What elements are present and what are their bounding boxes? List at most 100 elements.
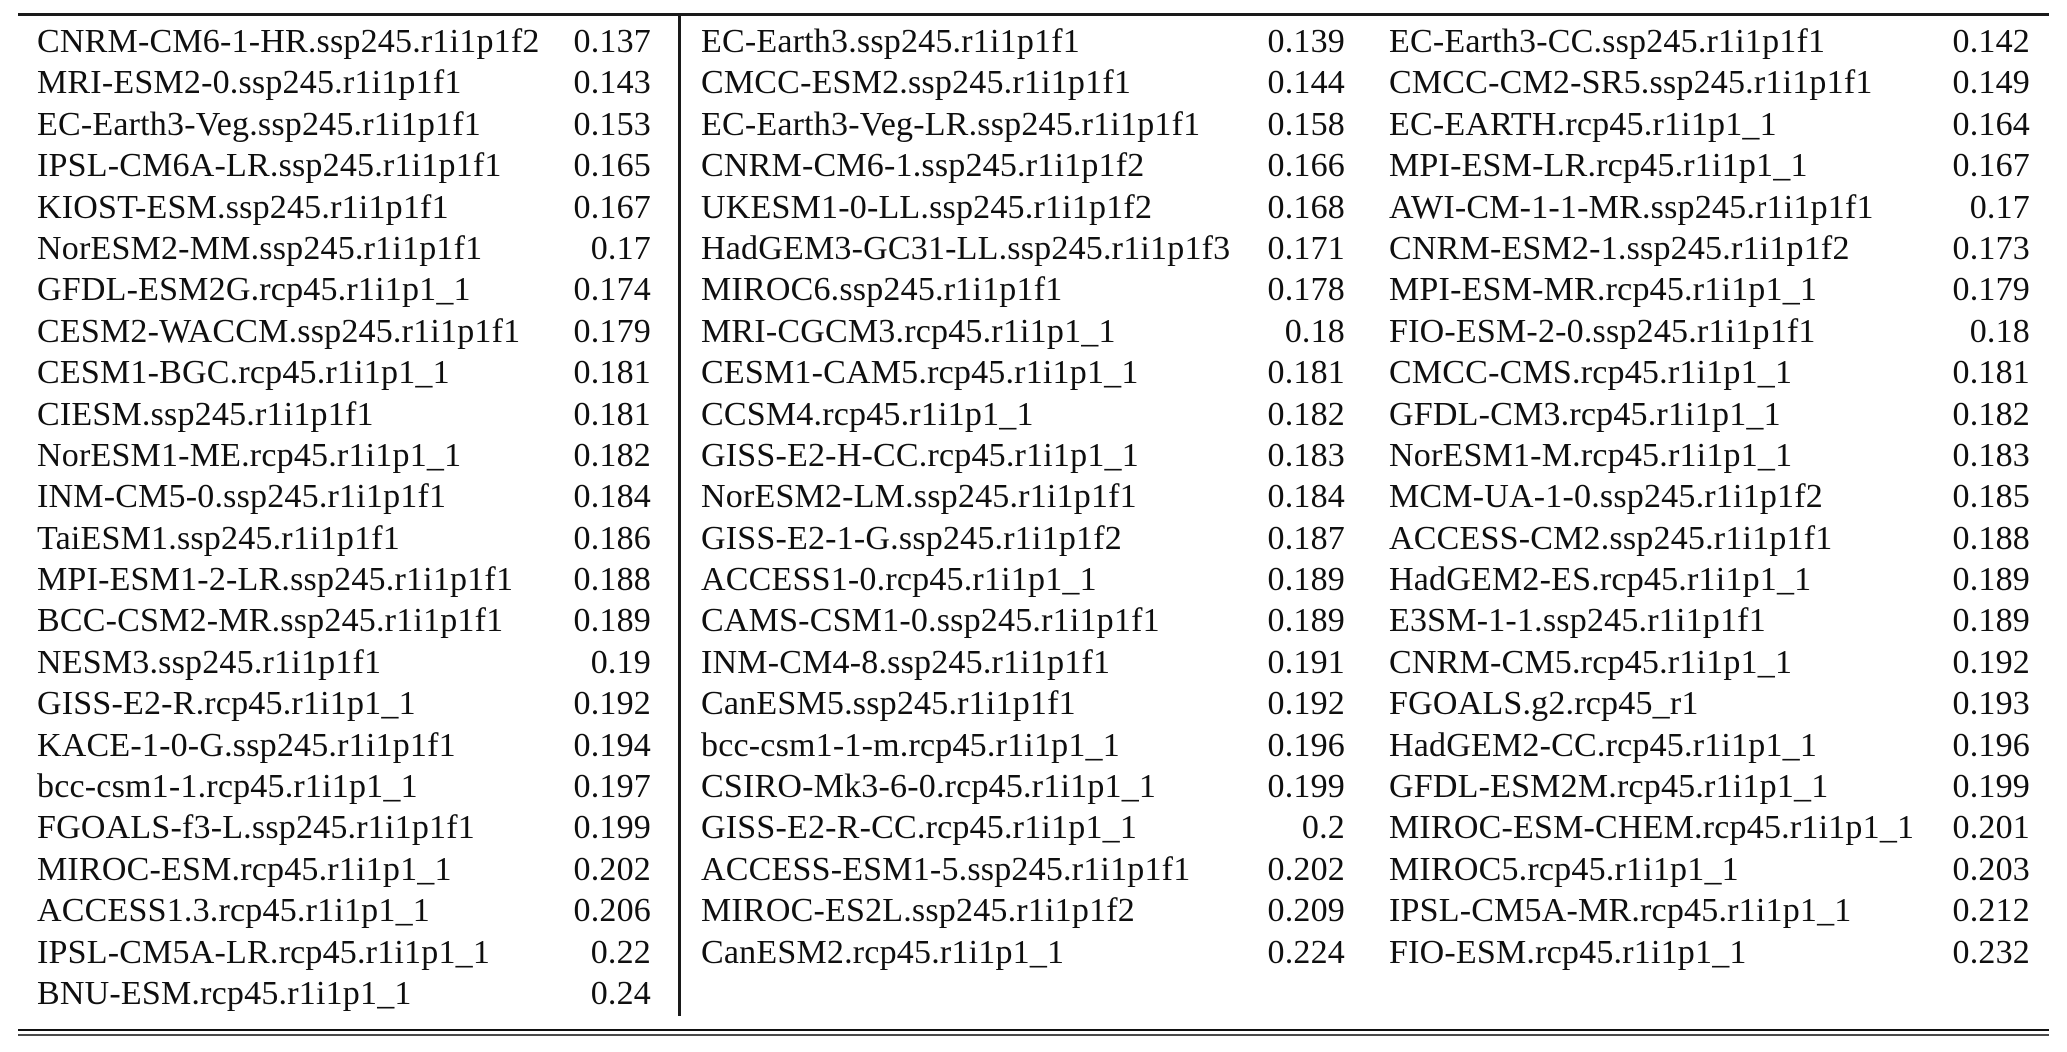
table-row: INM-CM5-0.ssp245.r1i1p1f1 0.184 <box>37 476 651 517</box>
model-id-cell: EC-Earth3.ssp245.r1i1p1f1 <box>701 23 1080 60</box>
table-row: CMCC-CM2-SR5.ssp245.r1i1p1f1 0.149 <box>1389 62 2030 103</box>
metric-value-cell: 0.185 <box>1952 478 2030 516</box>
table-row: MPI-ESM-LR.rcp45.r1i1p1_1 0.167 <box>1389 145 2030 186</box>
table-row: CSIRO-Mk3-6-0.rcp45.r1i1p1_1 0.199 <box>701 766 1345 807</box>
metric-value-cell: 0.224 <box>1267 933 1345 971</box>
metric-value-cell: 0.192 <box>1267 685 1345 723</box>
table-row: NorESM2-LM.ssp245.r1i1p1f1 0.184 <box>701 476 1345 517</box>
table-row: GISS-E2-H-CC.rcp45.r1i1p1_1 0.183 <box>701 435 1345 476</box>
metric-value-cell: 0.192 <box>573 685 651 723</box>
metric-value-cell: 0.199 <box>573 809 651 847</box>
model-id-cell: EC-EARTH.rcp45.r1i1p1_1 <box>1389 105 1777 143</box>
model-id-cell: ACCESS-CM2.ssp245.r1i1p1f1 <box>1389 519 1833 557</box>
metric-value-cell: 0.186 <box>573 519 651 557</box>
metric-value-cell: 0.181 <box>1952 354 2030 392</box>
table-row: MIROC-ES2L.ssp245.r1i1p1f2 0.209 <box>701 890 1345 931</box>
table-row: CNRM-ESM2-1.ssp245.r1i1p1f2 0.173 <box>1389 228 2030 269</box>
model-column-2: EC-Earth3.ssp245.r1i1p1f1 0.139 CMCC-ESM2.… <box>701 21 1345 973</box>
metric-value-cell: 0.144 <box>1267 64 1345 102</box>
table-row: EC-Earth3-CC.ssp245.r1i1p1f1 0.142 <box>1389 21 2030 62</box>
table-row: NorESM1-ME.rcp45.r1i1p1_1 0.182 <box>37 435 651 476</box>
model-id-cell: bcc-csm1-1.rcp45.r1i1p1_1 <box>37 768 418 806</box>
model-id-cell: HadGEM3-GC31-LL.ssp245.r1i1p1f3 <box>701 229 1231 267</box>
model-id-cell: CMCC-ESM2.ssp245.r1i1p1f1 <box>701 64 1132 102</box>
table-row: NorESM1-M.rcp45.r1i1p1_1 0.183 <box>1389 435 2030 476</box>
model-id-cell: GISS-E2-R.rcp45.r1i1p1_1 <box>37 685 416 723</box>
table-row: GFDL-ESM2G.rcp45.r1i1p1_1 0.174 <box>37 269 651 310</box>
table-bottom-rule-secondary <box>18 1034 2049 1036</box>
table-row: MRI-ESM2-0.ssp245.r1i1p1f1 0.143 <box>37 62 651 103</box>
metric-value-cell: 0.183 <box>1952 436 2030 474</box>
metric-value-cell: 0.209 <box>1267 892 1345 930</box>
model-id-cell: bcc-csm1-1-m.rcp45.r1i1p1_1 <box>701 726 1120 764</box>
table-row: CNRM-CM6-1-HR.ssp245.r1i1p1f2 0.137 <box>37 21 651 62</box>
metric-value-cell: 0.183 <box>1267 436 1345 474</box>
table-row: FGOALS.g2.rcp45_r1 0.193 <box>1389 683 2030 724</box>
metric-value-cell: 0.137 <box>573 23 651 60</box>
model-id-cell: EC-Earth3-Veg-LR.ssp245.r1i1p1f1 <box>701 105 1201 143</box>
metric-value-cell: 0.189 <box>573 602 651 640</box>
model-id-cell: MIROC-ESM.rcp45.r1i1p1_1 <box>37 850 452 888</box>
metric-value-cell: 0.194 <box>573 726 651 764</box>
table-row: HadGEM2-CC.rcp45.r1i1p1_1 0.196 <box>1389 725 2030 766</box>
table-row: MCM-UA-1-0.ssp245.r1i1p1f2 0.185 <box>1389 476 2030 517</box>
metric-value-cell: 0.206 <box>573 892 651 930</box>
model-id-cell: INM-CM5-0.ssp245.r1i1p1f1 <box>37 478 447 516</box>
metric-value-cell: 0.182 <box>1952 395 2030 433</box>
model-id-cell: CanESM5.ssp245.r1i1p1f1 <box>701 685 1076 723</box>
model-id-cell: MPI-ESM1-2-LR.ssp245.r1i1p1f1 <box>37 561 514 599</box>
metric-value-cell: 0.189 <box>1952 561 2030 599</box>
model-id-cell: IPSL-CM6A-LR.ssp245.r1i1p1f1 <box>37 147 502 185</box>
model-id-cell: FIO-ESM.rcp45.r1i1p1_1 <box>1389 933 1747 971</box>
metric-value-cell: 0.184 <box>1267 478 1345 516</box>
table-row: CMCC-ESM2.ssp245.r1i1p1f1 0.144 <box>701 62 1345 103</box>
table-row: GFDL-CM3.rcp45.r1i1p1_1 0.182 <box>1389 394 2030 435</box>
table-row: HadGEM2-ES.rcp45.r1i1p1_1 0.189 <box>1389 559 2030 600</box>
model-column-1: CNRM-CM6-1-HR.ssp245.r1i1p1f2 0.137 MRI-ES… <box>37 21 651 1014</box>
model-id-cell: FGOALS-f3-L.ssp245.r1i1p1f1 <box>37 809 475 847</box>
model-id-cell: BNU-ESM.rcp45.r1i1p1_1 <box>37 974 412 1012</box>
metric-value-cell: 0.174 <box>573 271 651 309</box>
metric-value-cell: 0.182 <box>1267 395 1345 433</box>
metric-value-cell: 0.203 <box>1952 850 2030 888</box>
column-divider <box>678 16 681 1016</box>
table-row: INM-CM4-8.ssp245.r1i1p1f1 0.191 <box>701 642 1345 683</box>
model-id-cell: GISS-E2-H-CC.rcp45.r1i1p1_1 <box>701 436 1139 474</box>
table-row: GISS-E2-R-CC.rcp45.r1i1p1_1 0.2 <box>701 807 1345 848</box>
model-id-cell: CSIRO-Mk3-6-0.rcp45.r1i1p1_1 <box>701 768 1157 806</box>
table-row: IPSL-CM5A-MR.rcp45.r1i1p1_1 0.212 <box>1389 890 2030 931</box>
model-id-cell: NorESM2-LM.ssp245.r1i1p1f1 <box>701 478 1137 516</box>
metric-value-cell: 0.193 <box>1952 685 2030 723</box>
metric-value-cell: 0.153 <box>573 105 651 143</box>
metric-value-cell: 0.199 <box>1267 768 1345 806</box>
model-id-cell: KIOST-ESM.ssp245.r1i1p1f1 <box>37 188 449 226</box>
metric-value-cell: 0.189 <box>1267 561 1345 599</box>
model-id-cell: MPI-ESM-LR.rcp45.r1i1p1_1 <box>1389 147 1808 185</box>
table-bottom-rule <box>18 1029 2049 1031</box>
metric-value-cell: 0.196 <box>1952 726 2030 764</box>
table-row: CAMS-CSM1-0.ssp245.r1i1p1f1 0.189 <box>701 600 1345 641</box>
metric-value-cell: 0.22 <box>590 933 651 971</box>
table-row: CMCC-CMS.rcp45.r1i1p1_1 0.181 <box>1389 352 2030 393</box>
table-row: ACCESS1-0.rcp45.r1i1p1_1 0.189 <box>701 559 1345 600</box>
table-row: MPI-ESM-MR.rcp45.r1i1p1_1 0.179 <box>1389 269 2030 310</box>
model-id-cell: E3SM-1-1.ssp245.r1i1p1f1 <box>1389 602 1766 640</box>
table-row: MIROC6.ssp245.r1i1p1f1 0.178 <box>701 269 1345 310</box>
table-row: GISS-E2-R.rcp45.r1i1p1_1 0.192 <box>37 683 651 724</box>
model-id-cell: GFDL-ESM2M.rcp45.r1i1p1_1 <box>1389 768 1829 806</box>
table-row: IPSL-CM6A-LR.ssp245.r1i1p1f1 0.165 <box>37 145 651 186</box>
metric-value-cell: 0.18 <box>1969 312 2030 350</box>
model-id-cell: EC-Earth3-Veg.ssp245.r1i1p1f1 <box>37 105 481 143</box>
table-row: MRI-CGCM3.rcp45.r1i1p1_1 0.18 <box>701 311 1345 352</box>
table-row: BNU-ESM.rcp45.r1i1p1_1 0.24 <box>37 973 651 1014</box>
table-row: EC-Earth3-Veg-LR.ssp245.r1i1p1f1 0.158 <box>701 104 1345 145</box>
model-id-cell: MIROC-ESM-CHEM.rcp45.r1i1p1_1 <box>1389 809 1915 847</box>
model-id-cell: KACE-1-0-G.ssp245.r1i1p1f1 <box>37 726 456 764</box>
model-id-cell: MIROC5.rcp45.r1i1p1_1 <box>1389 850 1739 888</box>
model-id-cell: MCM-UA-1-0.ssp245.r1i1p1f2 <box>1389 478 1823 516</box>
metric-value-cell: 0.212 <box>1952 892 2030 930</box>
table-row: E3SM-1-1.ssp245.r1i1p1f1 0.189 <box>1389 600 2030 641</box>
model-id-cell: FGOALS.g2.rcp45_r1 <box>1389 685 1699 723</box>
table-row: GISS-E2-1-G.ssp245.r1i1p1f2 0.187 <box>701 518 1345 559</box>
